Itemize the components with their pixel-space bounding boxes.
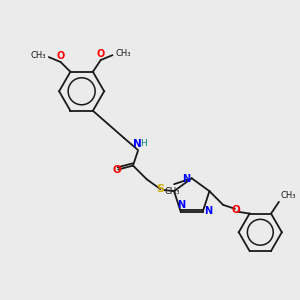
Text: N: N — [177, 200, 185, 210]
Text: N: N — [182, 174, 190, 184]
Text: O: O — [97, 49, 105, 59]
Text: N: N — [205, 206, 213, 216]
Text: S: S — [156, 184, 164, 194]
Text: N: N — [133, 139, 141, 149]
Text: O: O — [56, 51, 65, 61]
Text: CH₃: CH₃ — [164, 187, 180, 196]
Text: CH₃: CH₃ — [30, 51, 46, 60]
Text: CH₃: CH₃ — [281, 191, 296, 200]
Text: H: H — [140, 139, 147, 148]
Text: O: O — [112, 166, 121, 176]
Text: CH₃: CH₃ — [116, 49, 131, 58]
Text: O: O — [232, 205, 240, 215]
